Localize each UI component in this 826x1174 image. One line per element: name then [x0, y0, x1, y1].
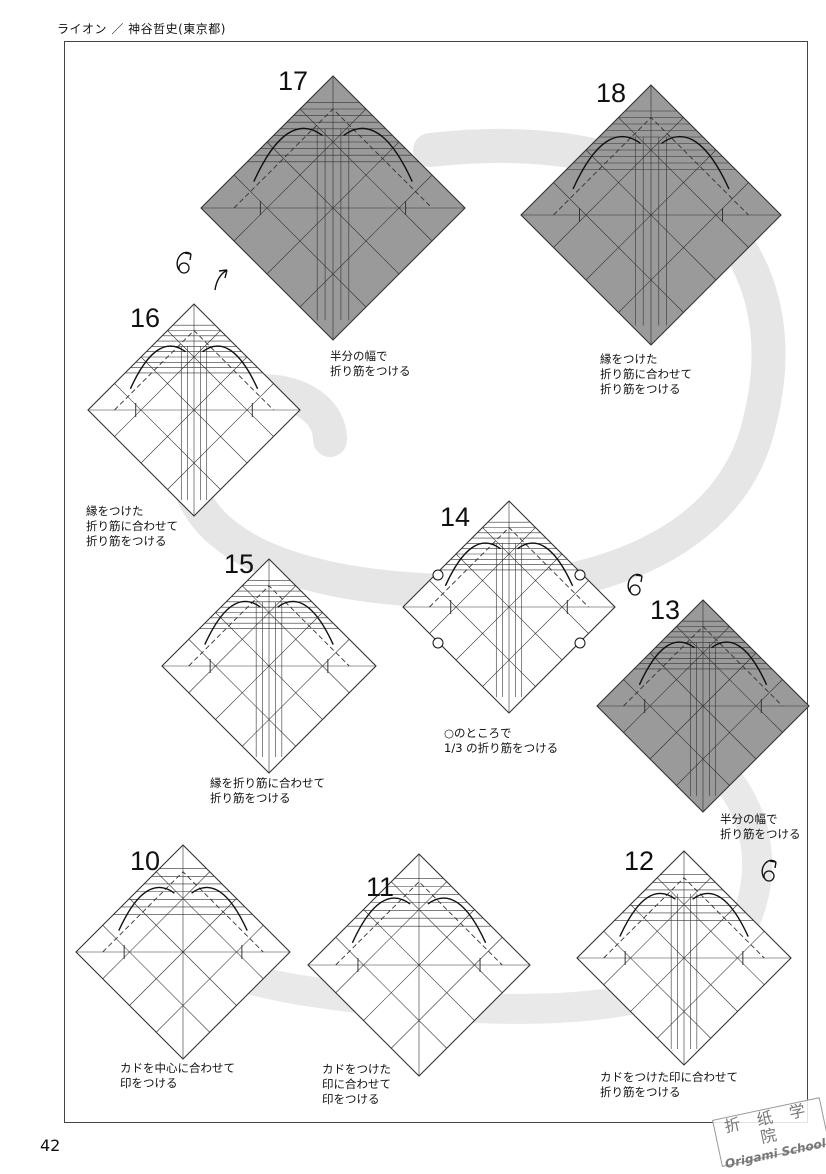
step-17-square: [200, 75, 466, 341]
fold-arrow-icon: [711, 641, 768, 686]
step-14-number: 14: [440, 502, 471, 532]
step-17-number: 17: [278, 66, 309, 96]
step-18-square: [520, 84, 782, 346]
step-12-caption: カドをつけた印に合わせて 折り筋をつける: [600, 1070, 738, 1099]
fold-arrow-icon: [191, 886, 248, 931]
page-header: ライオン ／ 神谷哲史(東京都): [57, 22, 226, 36]
step-14-square: [402, 500, 616, 714]
fold-arrow-icon: [214, 269, 228, 291]
fold-arrow-icon: [253, 127, 323, 182]
step-16-caption: 縁をつけた 折り筋に合わせて 折り筋をつける: [86, 504, 178, 548]
reference-point-icon: [574, 569, 586, 581]
fold-arrow-icon: [351, 897, 411, 944]
fold-arrow-icon: [692, 892, 749, 937]
step-18-caption: 縁をつけた 折り筋に合わせて 折り筋をつける: [600, 352, 692, 396]
fold-arrow-icon: [638, 641, 695, 686]
step-15-square: [161, 558, 377, 774]
step-14-caption: ○のところで 1/3 の折り筋をつける: [444, 726, 559, 755]
step-16-square: [87, 303, 301, 517]
step-10-number: 10: [130, 846, 161, 876]
page-number: 42: [40, 1136, 61, 1155]
reference-point-icon: [432, 637, 444, 649]
reference-point-icon: [574, 637, 586, 649]
fold-arrow-icon: [572, 135, 642, 190]
step-13-square: [596, 599, 810, 813]
step-11-number: 11: [366, 872, 395, 902]
turn-over-icon: [178, 262, 190, 274]
step-11-caption: カドをつけた 印に合わせて 印をつける: [322, 1062, 391, 1106]
step-16-number: 16: [130, 303, 161, 333]
step-12-square: [576, 850, 792, 1066]
step-17-caption: 半分の幅で 折り筋をつける: [330, 349, 411, 378]
turn-over-icon: [763, 870, 775, 882]
fold-arrow-icon: [204, 600, 261, 645]
step-12-number: 12: [624, 846, 655, 876]
fold-arrow-icon: [444, 542, 501, 587]
step-15-caption: 縁を折り筋に合わせて 折り筋をつける: [210, 776, 325, 805]
fold-arrow-icon: [202, 345, 259, 390]
step-10-caption: カドを中心に合わせて 印をつける: [120, 1061, 235, 1090]
step-11-square: [307, 853, 531, 1077]
fold-arrow-icon: [277, 600, 334, 645]
step-18-number: 18: [596, 78, 627, 108]
step-13-number: 13: [650, 595, 681, 625]
turn-over-icon: [629, 584, 641, 596]
reference-point-icon: [432, 569, 444, 581]
diagram-frame: [64, 41, 808, 1123]
fold-arrow-icon: [343, 127, 413, 182]
step-10-square: [75, 844, 291, 1060]
step-13-caption: 半分の幅で 折り筋をつける: [720, 812, 801, 841]
turn-over-icon: [176, 251, 192, 271]
fold-arrow-icon: [660, 135, 730, 190]
turn-over-icon: [761, 859, 777, 879]
fold-arrow-icon: [129, 345, 186, 390]
fold-arrow-icon: [427, 897, 487, 944]
step-15-number: 15: [224, 549, 255, 579]
fold-arrow-icon: [517, 542, 574, 587]
turn-over-icon: [627, 573, 643, 593]
fold-arrow-icon: [619, 892, 676, 937]
fold-arrow-icon: [118, 886, 175, 931]
